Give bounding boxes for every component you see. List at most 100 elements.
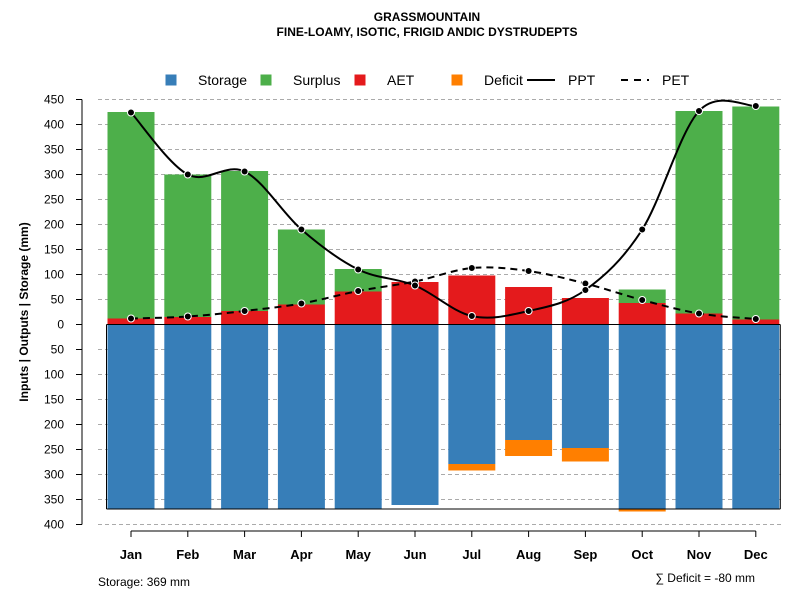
storage-bar [505, 324, 553, 440]
axes: 450 400 350 300 250 200 150 100 50 0 50 100 150 200 25… [44, 93, 768, 563]
y-tick-label: 150 [44, 393, 64, 407]
legend-label-storage: Storage [198, 72, 247, 88]
legend-swatch-deficit [451, 74, 463, 86]
y-axis-label: Inputs | Outputs | Storage (mm) [17, 222, 31, 401]
surplus-bar [221, 171, 269, 311]
deficit-bar [618, 509, 666, 512]
y-tick-label: 100 [44, 368, 64, 382]
x-tick-label: May [346, 547, 372, 562]
storage-bar [334, 324, 382, 509]
surplus-bar [732, 106, 780, 320]
ppt-point [695, 107, 703, 115]
legend-label-deficit: Deficit [484, 72, 523, 88]
storage-bar [732, 324, 780, 509]
pet-point [127, 314, 135, 323]
storage-note: Storage: 369 mm [98, 575, 190, 589]
pet-point [240, 307, 249, 315]
legend-label-pet: PET [662, 72, 690, 88]
bars [106, 106, 781, 512]
storage-bar [675, 324, 723, 509]
pet-point [297, 299, 306, 308]
ppt-line [130, 99, 756, 319]
y-tick-label: 450 [44, 93, 64, 107]
chart-title: GRASSMOUNTAIN [374, 10, 480, 24]
x-tick-label: Nov [687, 547, 712, 562]
legend-swatch-aet [354, 74, 366, 86]
deficit-bar [561, 448, 609, 462]
y-tick-label: 350 [44, 143, 64, 157]
storage-bar [618, 324, 666, 509]
x-tick-label: Sep [573, 547, 597, 562]
x-tick-label: Aug [516, 547, 541, 562]
storage-bar [391, 324, 439, 505]
gridlines [98, 99, 783, 525]
surplus-bar [277, 229, 325, 305]
x-tick-label: Jun [403, 547, 426, 562]
pet-point [467, 264, 476, 272]
y-tick-label: 250 [44, 443, 64, 457]
x-tick-label: Dec [744, 547, 768, 562]
y-tick-label: 400 [44, 518, 64, 532]
storage-bar [448, 324, 496, 464]
ppt-point [581, 286, 590, 294]
surplus-bar [107, 112, 155, 319]
aet-bar [561, 298, 609, 325]
deficit-bar [505, 440, 553, 456]
surplus-bar [164, 174, 212, 317]
y-tick-label: 200 [44, 218, 64, 232]
y-tick-label: 50 [51, 293, 65, 307]
pet-point [695, 309, 703, 318]
pet-point [638, 296, 647, 304]
legend-label-aet: AET [387, 72, 415, 88]
y-tick-label: 400 [44, 118, 64, 132]
y-tick-label: 350 [44, 493, 64, 507]
y-tick-label: 150 [44, 243, 64, 257]
x-tick-label: Jan [120, 547, 142, 562]
ppt-point [240, 167, 249, 176]
ppt-point [638, 225, 647, 234]
x-tick-label: Feb [176, 547, 199, 562]
lines [127, 99, 760, 323]
x-tick-label: Mar [233, 547, 256, 562]
aet-bar [505, 287, 553, 325]
legend-swatch-surplus [260, 74, 272, 86]
ppt-point [354, 265, 363, 274]
y-tick-label: 100 [44, 268, 64, 282]
deficit-note: ∑ Deficit = -80 mm [655, 571, 755, 585]
legend-label-ppt: PPT [568, 72, 596, 88]
x-tick-label: Oct [631, 547, 653, 562]
pet-point [183, 312, 192, 321]
y-tick-label: 300 [44, 468, 64, 482]
aet-bar [277, 304, 325, 325]
ppt-point [183, 170, 192, 179]
storage-bar [561, 324, 609, 448]
legend: Storage Surplus AET Deficit PPT PET [165, 72, 690, 88]
storage-bar [221, 324, 269, 509]
pet-line [130, 266, 756, 320]
y-tick-label: 0 [57, 318, 64, 332]
ppt-point [411, 281, 419, 290]
pet-point [581, 279, 590, 288]
ppt-point [467, 312, 476, 320]
legend-swatch-storage [165, 74, 177, 86]
aet-bar [164, 317, 212, 325]
storage-bar [107, 324, 155, 509]
storage-bar [277, 324, 325, 509]
aet-bar [334, 291, 382, 325]
aet-bar [618, 303, 666, 325]
y-tick-label: 300 [44, 168, 64, 182]
chart-subtitle: FINE-LOAMY, ISOTIC, FRIGID ANDIC DYSTRUD… [277, 25, 578, 39]
y-tick-label: 250 [44, 193, 64, 207]
ppt-point [127, 108, 135, 117]
x-tick-label: Apr [290, 547, 312, 562]
y-tick-label: 200 [44, 418, 64, 432]
ppt-point [297, 225, 306, 234]
legend-label-surplus: Surplus [293, 72, 340, 88]
surplus-bar [675, 111, 723, 314]
storage-bar [164, 324, 212, 509]
ppt-point [524, 307, 533, 315]
y-tick-label: 50 [51, 343, 65, 357]
deficit-bar [448, 464, 496, 471]
aet-bar [221, 311, 269, 325]
